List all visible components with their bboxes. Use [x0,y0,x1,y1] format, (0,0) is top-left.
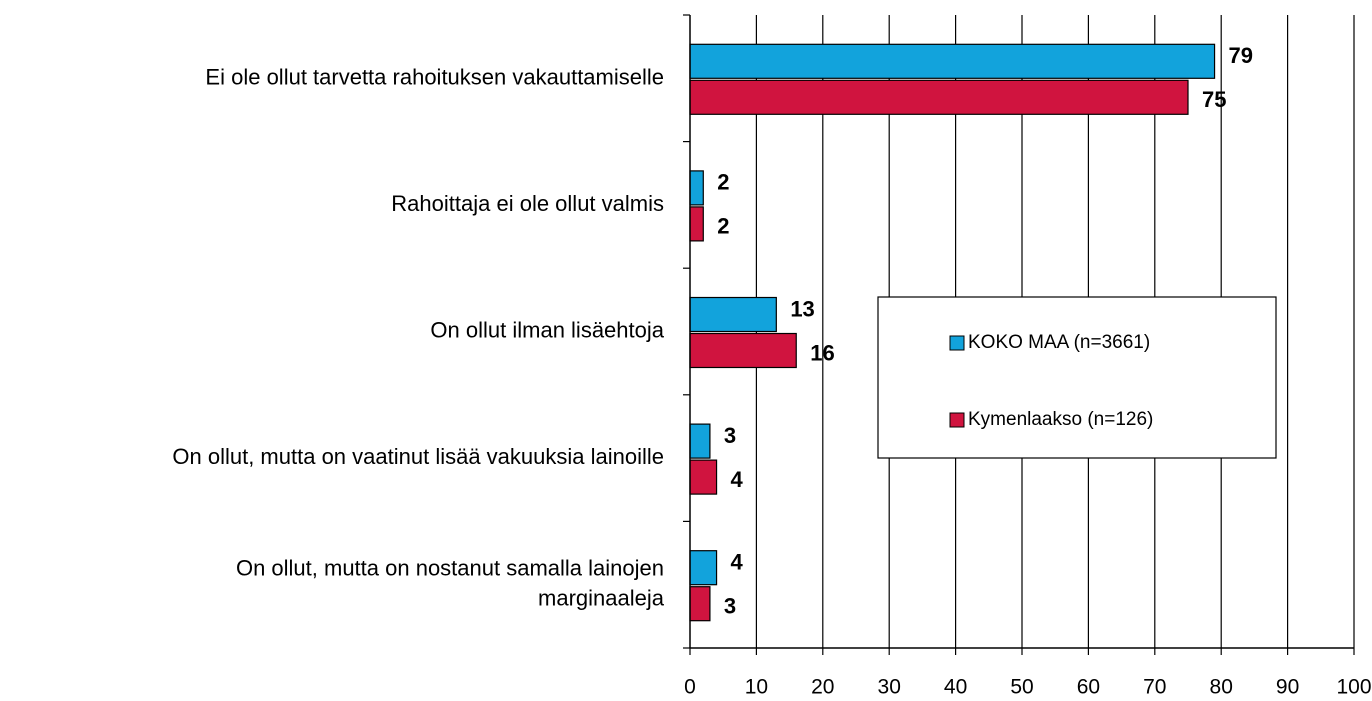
category-label: Rahoittaja ei ole ollut valmis [391,191,664,216]
category-label: On ollut, mutta on nostanut samalla lain… [236,556,665,611]
data-label: 13 [790,296,814,321]
legend-swatch [949,335,965,351]
bar [689,43,1216,79]
x-tick-label: 70 [1143,676,1166,699]
bar [689,423,711,459]
x-tick-label: 50 [1010,676,1033,699]
legend-label: Kymenlaakso (n=126) [968,409,1153,430]
data-label: 3 [724,594,736,619]
x-tick-label: 90 [1276,676,1299,699]
data-label: 3 [724,423,736,448]
x-tick-label: 40 [944,676,967,699]
data-label: 2 [717,214,729,239]
bar [689,586,711,622]
x-tick-label: 0 [684,676,696,699]
bar [689,170,704,206]
bar [689,206,704,242]
category-label: On ollut, mutta on vaatinut lisää vakuuk… [172,444,664,469]
legend-box [877,296,1277,459]
data-label: 4 [731,550,744,575]
bar [689,296,777,333]
category-label: On ollut ilman lisäehtoja [430,317,664,342]
bar [689,459,718,495]
legend-swatch [949,412,965,428]
data-label: 4 [731,467,744,492]
category-label: Ei ole ollut tarvetta rahoituksen vakaut… [205,64,664,89]
data-label: 75 [1202,87,1226,112]
legend-label: KOKO MAA (n=3661) [968,332,1150,353]
x-tick-label: 80 [1210,676,1233,699]
bar [689,79,1189,115]
x-tick-label: 10 [745,676,768,699]
data-label: 2 [717,170,729,195]
x-tick-label: 60 [1077,676,1100,699]
x-tick-label: 20 [811,676,834,699]
x-tick-label: 100 [1336,676,1371,699]
bar [689,332,797,369]
data-label: 16 [810,340,834,365]
x-tick-label: 30 [878,676,901,699]
data-label: 79 [1229,43,1253,68]
bar [689,550,718,586]
